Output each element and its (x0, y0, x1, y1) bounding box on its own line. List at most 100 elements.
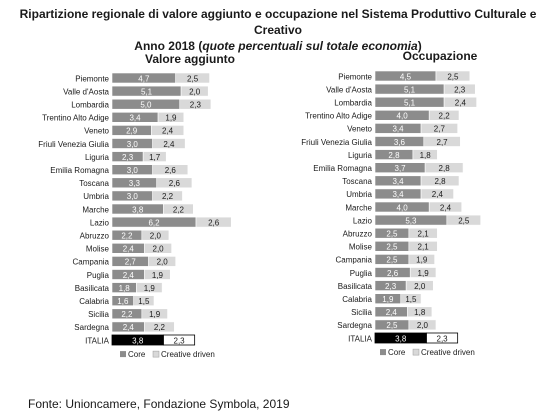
va-legend-swatch-core (120, 351, 126, 358)
occ-data-label: 1,5 (405, 295, 417, 304)
occ-category-label: Umbria (346, 190, 372, 199)
occ-data-label: 5,1 (404, 85, 416, 94)
va-category-label: Veneto (84, 127, 109, 136)
va-category-label: Molise (86, 245, 110, 254)
occ-data-label: 2,5 (386, 256, 398, 265)
va-data-label: 5,0 (140, 101, 152, 110)
va-category-label: Emilia Romagna (50, 166, 109, 175)
occ-bar-creative (409, 267, 437, 278)
occ-bar-creative (405, 280, 434, 291)
va-data-label: 3,8 (132, 205, 144, 214)
occ-data-label: 2,3 (454, 85, 466, 94)
occ-data-label: 2,4 (455, 99, 467, 108)
va-data-label: 1,8 (119, 284, 131, 293)
occ-data-label: 2,1 (418, 243, 430, 252)
occ-bar-creative (408, 241, 438, 252)
va-bar-creative (152, 138, 186, 149)
va-category-label: Campania (73, 258, 110, 267)
va-data-label: 1,9 (165, 114, 177, 123)
va-data-label: 2,7 (125, 258, 137, 267)
occ-data-label: 1,9 (416, 256, 428, 265)
occ-bar-creative (435, 70, 471, 82)
occ-data-label: 2,7 (437, 138, 449, 147)
va-bar-creative (141, 308, 168, 320)
va-category-label: Lombardia (71, 101, 109, 110)
occ-category-label: Lombardia (334, 99, 372, 108)
va-category-label: Toscana (79, 179, 109, 188)
panel-title-occupazione: Occupazione (402, 49, 478, 63)
occ-data-label: 4,0 (397, 203, 409, 212)
va-bar-creative (144, 321, 175, 333)
occ-data-label: 2,4 (432, 190, 444, 199)
va-category-label: Calabria (79, 297, 109, 306)
occ-data-label: 2,5 (386, 321, 398, 330)
va-data-label: 2,3 (174, 336, 186, 345)
occ-data-label: 3,7 (395, 164, 407, 173)
occ-category-label: Liguria (348, 151, 373, 160)
va-bar-creative (179, 98, 212, 110)
title-suffix: ) (417, 39, 422, 53)
va-data-label: 1,9 (149, 310, 161, 319)
va-data-label: 2,4 (162, 127, 174, 136)
va-data-label: 2,3 (190, 101, 202, 110)
va-data-label: 3,0 (127, 166, 139, 175)
va-category-label: Umbria (83, 192, 109, 201)
va-data-label: 2,4 (123, 245, 135, 254)
occ-data-label: 2,5 (458, 216, 470, 225)
occ-bar-creative (428, 110, 460, 121)
va-bar-creative (180, 85, 209, 97)
occ-bar-creative (412, 149, 438, 160)
occ-data-label: 2,8 (388, 151, 400, 160)
occ-data-label: 1,8 (420, 151, 432, 160)
va-bar-creative (175, 72, 210, 84)
occ-category-label: Piemonte (338, 72, 372, 81)
va-bar-creative (142, 151, 167, 162)
occ-legend-swatch-core (380, 349, 386, 356)
va-data-label: 2,4 (163, 140, 175, 149)
occ-category-label: ITALIA (348, 334, 373, 343)
occ-category-label: Toscana (342, 177, 372, 186)
occ-category-label: Puglia (350, 269, 373, 278)
panel-title-valore: Valore aggiunto (144, 52, 235, 66)
occ-data-label: 4,0 (397, 112, 409, 121)
occ-category-label: Basilicata (338, 282, 373, 291)
title-emphasis: quote percentuali sul totale economia (202, 39, 418, 53)
occ-bar-creative (446, 214, 481, 226)
va-data-label: 3,0 (127, 192, 139, 201)
occ-category-label: Veneto (347, 125, 372, 134)
occ-data-label: 1,9 (382, 295, 394, 304)
va-data-label: 1,7 (149, 153, 161, 162)
occ-legend-label-creative: Creative driven (421, 348, 475, 357)
va-data-label: 2,2 (154, 323, 166, 332)
occ-bar-creative (443, 96, 477, 108)
va-bar-creative (144, 243, 172, 254)
occ-bar-creative (424, 162, 464, 173)
occ-data-label: 2,5 (386, 243, 398, 252)
va-bar-creative (195, 216, 232, 228)
occ-category-label: Marche (345, 203, 372, 212)
va-category-label: Basilicata (75, 284, 110, 293)
va-data-label: 2,6 (208, 218, 220, 227)
source-note: Fonte: Unioncamere, Fondazione Symbola, … (28, 397, 290, 411)
occ-legend-label-core: Core (388, 348, 406, 357)
occ-data-label: 3,8 (395, 334, 407, 343)
va-legend-label-creative: Creative driven (161, 350, 215, 359)
occ-bar-creative (420, 123, 458, 134)
occ-category-label: Friuli Venezia Giulia (301, 138, 372, 147)
va-category-label: Valle d'Aosta (63, 87, 109, 96)
va-data-label: 2,2 (173, 205, 185, 214)
va-data-label: 2,0 (189, 87, 201, 96)
occ-data-label: 5,1 (404, 99, 416, 108)
va-bar-creative (150, 125, 185, 136)
occ-category-label: Sardegna (337, 321, 372, 330)
va-category-label: Friuli Venezia Giulia (38, 140, 109, 149)
occ-data-label: 2,0 (417, 321, 429, 330)
va-category-label: Trentino Alto Adige (42, 114, 109, 123)
va-data-label: 2,2 (121, 232, 133, 241)
occ-data-label: 3,4 (392, 177, 404, 186)
occ-data-label: 2,2 (439, 112, 451, 121)
occ-category-label: Valle d'Aosta (326, 85, 372, 94)
occ-category-label: Lazio (353, 216, 373, 225)
va-data-label: 3,3 (129, 179, 141, 188)
